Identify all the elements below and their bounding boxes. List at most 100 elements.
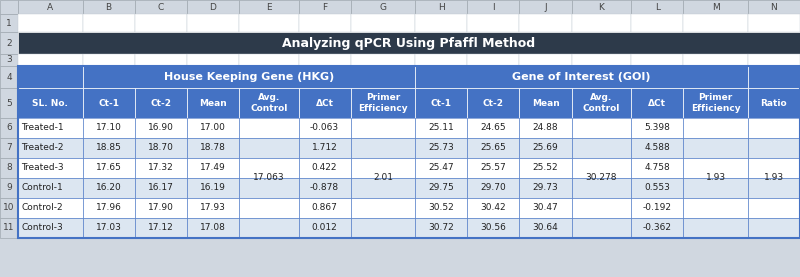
Bar [239, 14, 298, 32]
Text: 17.32: 17.32 [148, 163, 174, 173]
Bar [82, 14, 134, 32]
Bar [18, 118, 82, 138]
Bar [134, 218, 187, 238]
Text: 30.47: 30.47 [533, 204, 558, 212]
Bar [134, 14, 187, 32]
Bar [415, 0, 467, 14]
Bar [519, 178, 572, 198]
Bar [415, 118, 467, 138]
Bar [467, 118, 519, 138]
Text: Primer
Efficiency: Primer Efficiency [358, 93, 408, 113]
Text: Mean: Mean [532, 99, 559, 107]
Text: 1.93: 1.93 [764, 173, 784, 183]
Bar [82, 66, 415, 88]
Text: H: H [438, 2, 445, 12]
Bar [350, 88, 415, 118]
Bar [631, 0, 683, 14]
Bar [187, 54, 239, 66]
Bar [572, 0, 631, 14]
Bar [0, 88, 18, 118]
Bar [0, 32, 18, 54]
Text: Control-3: Control-3 [21, 224, 62, 232]
Text: A: A [47, 2, 54, 12]
Bar [18, 66, 800, 238]
Bar [82, 158, 134, 178]
Bar [0, 138, 18, 158]
Text: M: M [712, 2, 719, 12]
Text: 18.78: 18.78 [200, 143, 226, 153]
Bar [239, 54, 298, 66]
Text: 3: 3 [6, 55, 12, 65]
Bar [298, 218, 350, 238]
Bar [519, 218, 572, 238]
Bar [239, 158, 298, 178]
Bar [239, 138, 298, 158]
Bar [631, 218, 683, 238]
Bar [748, 178, 800, 198]
Bar [18, 138, 82, 158]
Text: Treated-2: Treated-2 [21, 143, 63, 153]
Text: 25.57: 25.57 [481, 163, 506, 173]
Text: 17.03: 17.03 [96, 224, 122, 232]
Bar [18, 178, 82, 198]
Text: 25.73: 25.73 [428, 143, 454, 153]
Text: 30.72: 30.72 [428, 224, 454, 232]
Bar [134, 138, 187, 158]
Text: 17.96: 17.96 [96, 204, 122, 212]
Bar [631, 118, 683, 138]
Text: Mean: Mean [199, 99, 226, 107]
Bar [0, 178, 18, 198]
Bar [415, 66, 748, 88]
Bar [572, 198, 631, 218]
Bar [519, 0, 572, 14]
Bar [415, 178, 467, 198]
Text: 1.712: 1.712 [312, 143, 338, 153]
Bar [350, 178, 415, 198]
Bar [467, 158, 519, 178]
Bar [134, 0, 187, 14]
Bar [298, 14, 350, 32]
Bar [0, 54, 18, 66]
Text: 25.47: 25.47 [429, 163, 454, 173]
Bar [18, 66, 82, 88]
Text: 30.64: 30.64 [533, 224, 558, 232]
Text: 1: 1 [6, 19, 12, 27]
Bar [82, 178, 134, 198]
Text: 25.69: 25.69 [533, 143, 558, 153]
Bar [187, 14, 239, 32]
Bar [298, 88, 350, 118]
Bar [748, 138, 800, 158]
Text: 5.398: 5.398 [644, 124, 670, 132]
Bar [572, 138, 631, 158]
Bar [572, 218, 631, 238]
Bar [0, 218, 18, 238]
Bar [134, 118, 187, 138]
Text: 2: 2 [6, 39, 12, 47]
Text: Ct-2: Ct-2 [150, 99, 171, 107]
Bar [572, 178, 631, 198]
Bar [134, 198, 187, 218]
Text: 0.553: 0.553 [644, 183, 670, 193]
Bar [415, 88, 467, 118]
Bar [18, 198, 82, 218]
Bar [683, 0, 748, 14]
Text: G: G [379, 2, 386, 12]
Text: 7: 7 [6, 143, 12, 153]
Bar [631, 14, 683, 32]
Bar [683, 138, 748, 158]
Bar [350, 138, 415, 158]
Text: -0.063: -0.063 [310, 124, 339, 132]
Bar [134, 158, 187, 178]
Bar [82, 218, 134, 238]
Bar [0, 14, 18, 32]
Bar [467, 178, 519, 198]
Bar [683, 198, 748, 218]
Bar [683, 178, 748, 198]
Bar [467, 88, 519, 118]
Text: ΔCt: ΔCt [648, 99, 666, 107]
Text: Avg.
Control: Avg. Control [250, 93, 287, 113]
Text: 4: 4 [6, 73, 12, 81]
Bar [187, 198, 239, 218]
Text: N: N [770, 2, 778, 12]
Text: Avg.
Control: Avg. Control [582, 93, 620, 113]
